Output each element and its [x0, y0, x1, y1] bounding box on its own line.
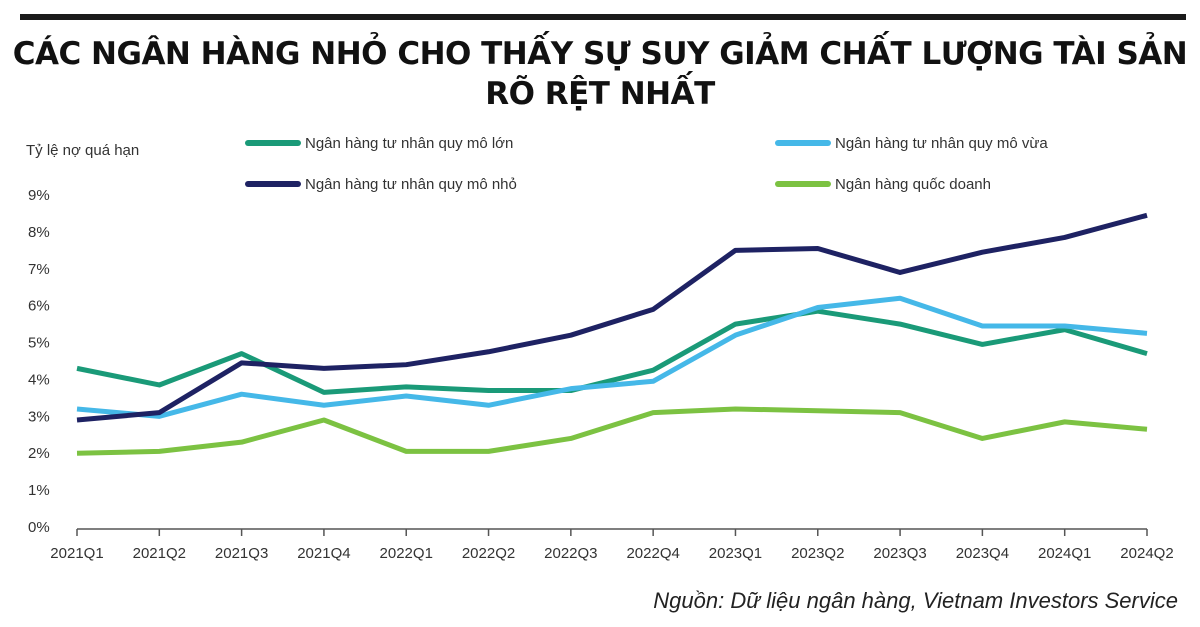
x-tick-label: 2022Q2 — [462, 545, 515, 562]
y-tick-label: 5% — [28, 335, 50, 352]
x-tick-label: 2022Q4 — [626, 545, 679, 562]
series-line-3 — [76, 406, 1148, 456]
x-tick-label: 2022Q1 — [380, 545, 433, 562]
x-tick-label: 2021Q2 — [133, 545, 186, 562]
x-tick-label: 2023Q1 — [709, 545, 762, 562]
top-rule — [20, 14, 1186, 20]
y-tick-label: 4% — [28, 371, 50, 388]
chart-title-line-1: CÁC NGÂN HÀNG NHỎ CHO THẤY SỰ SUY GIẢM C… — [12, 36, 1188, 72]
chart-title: CÁC NGÂN HÀNG NHỎ CHO THẤY SỰ SUY GIẢM C… — [0, 34, 1200, 114]
y-tick-label: 9% — [28, 187, 50, 204]
legend-label: Ngân hàng quốc doanh — [835, 176, 991, 193]
x-tick-label: 2021Q1 — [50, 545, 103, 562]
y-tick-label: 1% — [28, 482, 50, 499]
x-tick-label: 2023Q3 — [873, 545, 926, 562]
x-tick-label: 2024Q1 — [1038, 545, 1091, 562]
series-line-2 — [76, 212, 1148, 423]
y-tick-label: 0% — [28, 519, 50, 536]
y-tick-label: 2% — [28, 445, 50, 462]
x-tick-label: 2024Q2 — [1120, 545, 1173, 562]
series-line-1 — [76, 295, 1148, 419]
y-tick-label: 3% — [28, 408, 50, 425]
x-tick-label: 2023Q2 — [791, 545, 844, 562]
y-tick-label: 6% — [28, 298, 50, 315]
chart-title-line-2: RÕ RỆT NHẤT — [485, 76, 715, 112]
x-tick-label: 2022Q3 — [544, 545, 597, 562]
x-tick-label: 2021Q3 — [215, 545, 268, 562]
y-axis-label: Tỷ lệ nợ quá hạn — [26, 142, 140, 159]
x-tick-label: 2021Q4 — [297, 545, 350, 562]
legend-label: Ngân hàng tư nhân quy mô vừa — [835, 135, 1048, 152]
y-tick-label: 7% — [28, 261, 50, 278]
x-tick-label: 2023Q4 — [956, 545, 1009, 562]
source-note: Nguồn: Dữ liệu ngân hàng, Vietnam Invest… — [653, 588, 1178, 613]
legend-label: Ngân hàng tư nhân quy mô nhỏ — [305, 176, 517, 193]
y-tick-label: 8% — [28, 224, 50, 241]
legend-label: Ngân hàng tư nhân quy mô lớn — [305, 135, 513, 152]
series-line-0 — [76, 308, 1148, 395]
